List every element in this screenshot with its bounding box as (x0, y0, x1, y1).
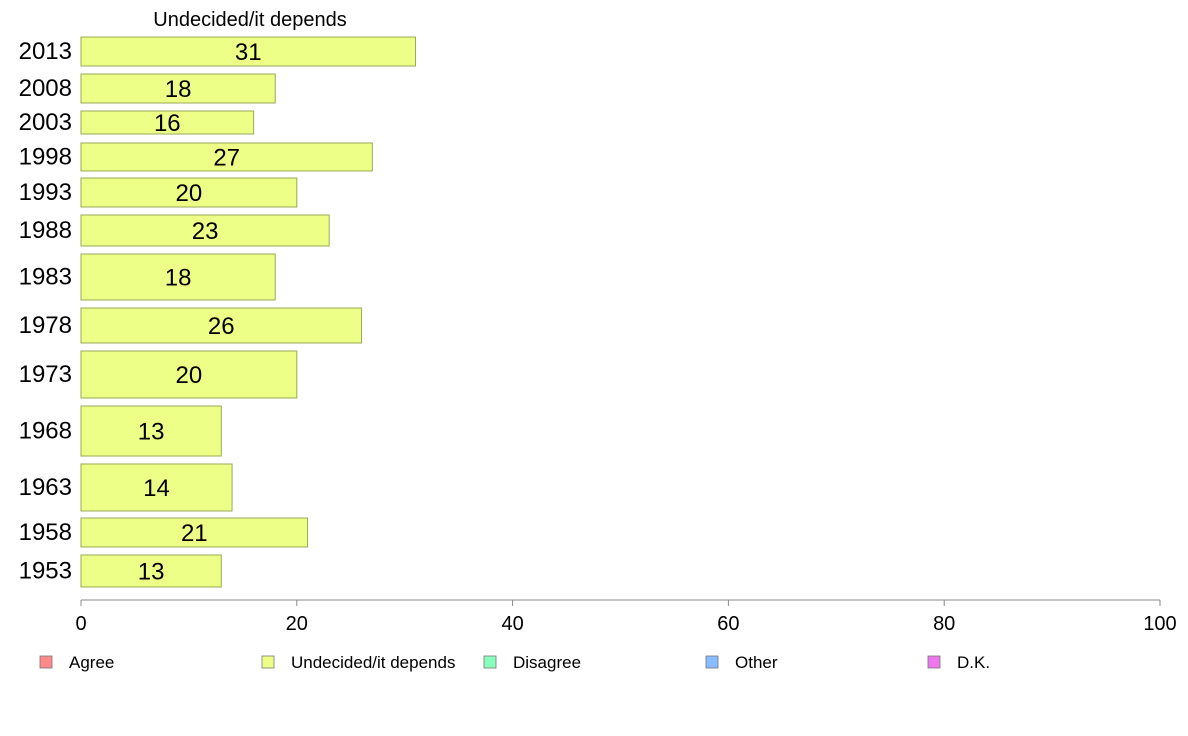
year-label-1963: 1963 (19, 474, 72, 501)
x-tick-label-40: 40 (501, 613, 523, 635)
x-axis: 0 20 40 60 80 100 (75, 599, 1177, 635)
legend-swatch (39, 655, 53, 669)
year-label-1973: 1973 (19, 361, 72, 388)
bar-1998 (80, 142, 373, 172)
bar-1983 (80, 253, 276, 301)
value-label-1983: 18 (165, 265, 192, 292)
bar-1993 (80, 177, 298, 208)
value-label-1978: 26 (208, 313, 235, 340)
year-label-1978: 1978 (19, 312, 72, 339)
x-tick-label-100: 100 (1143, 613, 1176, 635)
bar-2008 (80, 73, 276, 104)
year-label-1953: 1953 (19, 558, 72, 585)
bar-1953 (80, 554, 222, 588)
legend-label: Disagree (513, 653, 581, 672)
legend-swatch (483, 655, 497, 669)
legend-swatch (705, 655, 719, 669)
bar-1988 (80, 214, 330, 247)
year-label-2003: 2003 (19, 109, 72, 136)
legend-item-d-k-: D.K. (927, 653, 990, 672)
legend-item-undecided-it-depends: Undecided/it depends (261, 653, 455, 672)
value-label-2003: 16 (154, 110, 181, 137)
value-label-1993: 20 (176, 180, 203, 207)
bar-1958 (80, 517, 309, 548)
legend-swatch (927, 655, 941, 669)
bar-2013 (80, 36, 416, 67)
year-label-1993: 1993 (19, 179, 72, 206)
legend-item-disagree: Disagree (483, 653, 581, 672)
bar-1973 (80, 350, 298, 399)
value-label-1958: 21 (181, 520, 208, 547)
legend-swatch (261, 655, 275, 669)
chart-title: Undecided/it depends (153, 9, 346, 31)
value-label-1963: 14 (143, 475, 170, 502)
x-tick-label-60: 60 (717, 613, 739, 635)
year-label-1998: 1998 (19, 144, 72, 171)
value-label-1973: 20 (176, 362, 203, 389)
value-label-2013: 31 (235, 39, 262, 66)
year-label-2008: 2008 (19, 75, 72, 102)
value-label-1998: 27 (213, 145, 240, 172)
year-label-1983: 1983 (19, 264, 72, 291)
legend-label: Undecided/it depends (291, 653, 455, 672)
x-tick-label-80: 80 (933, 613, 955, 635)
value-label-1953: 13 (138, 559, 165, 586)
bar-1963 (80, 463, 233, 512)
legend: Agree Undecided/it depends Disagree Other D.… (39, 653, 990, 672)
x-tick-label-20: 20 (286, 613, 308, 635)
year-label-1958: 1958 (19, 519, 72, 546)
value-label-1988: 23 (192, 218, 219, 245)
bar-1978 (80, 307, 363, 344)
bar-1968 (80, 405, 222, 457)
legend-item-other: Other (705, 653, 778, 672)
value-label-1968: 13 (138, 419, 165, 446)
legend-label: Agree (69, 653, 114, 672)
year-label-1988: 1988 (19, 217, 72, 244)
bar-2003 (80, 110, 255, 135)
legend-label: Other (735, 653, 778, 672)
value-label-2008: 18 (165, 76, 192, 103)
year-label-2013: 2013 (19, 38, 72, 65)
legend-label: D.K. (957, 653, 990, 672)
year-label-1968: 1968 (19, 418, 72, 445)
legend-item-agree: Agree (39, 653, 114, 672)
x-tick-label-0: 0 (75, 613, 86, 635)
